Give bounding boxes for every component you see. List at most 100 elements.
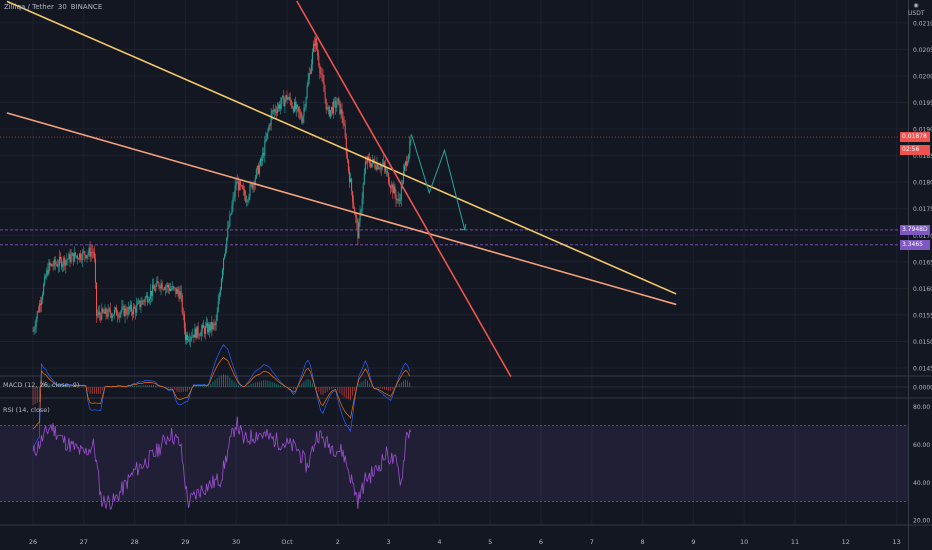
candle-body [399,199,401,201]
candle-body [104,308,106,314]
time-tick-label: 5 [488,538,492,546]
candle-body [93,252,95,259]
candle-body [359,212,361,222]
candle-body [73,252,75,262]
candle-body [248,196,250,201]
candle-body [297,104,299,108]
candle-body [127,307,129,315]
macd-histogram-bar [312,383,313,387]
time-tick-label: 9 [691,538,695,546]
macd-histogram-bar [62,386,64,387]
candle-body [230,213,232,215]
candle-body [145,295,147,298]
symbol-header[interactable]: Zilliqa / Tether 30 BINANCE [4,3,106,11]
candle-body [298,107,300,112]
candle-body [257,165,259,174]
candle-body [352,191,354,203]
macd-histogram-bar [227,375,229,387]
price-tick-label: 0.01700 [913,233,932,240]
macd-histogram-bar [214,379,216,387]
candle-body [202,325,204,328]
candle-body [75,255,77,257]
candle-body [247,200,249,202]
macd-histogram-bar [339,387,341,394]
candle-body [206,323,208,327]
macd-histogram-bar [407,380,409,387]
macd-histogram-bar [237,385,239,387]
price-panel [0,0,908,377]
candle-body [57,265,59,267]
candle-body [319,65,321,73]
candle-body [112,314,114,316]
candle-body [171,289,173,290]
macd-histogram-bar [388,387,389,391]
candle-body [54,259,56,265]
time-tick-label: 7 [590,538,594,546]
macd-histogram-bar [335,387,337,389]
candle-body [324,91,326,99]
macd-histogram-bar [208,386,210,387]
candle-body [49,262,51,266]
candle-body [174,287,176,289]
candle-body [309,73,311,74]
macd-histogram-bar [68,386,70,387]
candle-body [310,64,312,74]
macd-histogram-bar [79,386,80,387]
candle-body [154,288,156,291]
macd-panel [0,344,908,448]
time-tick-label: 3 [387,538,391,546]
macd-histogram-bar [345,387,347,399]
candle-body [271,110,273,114]
candle-body [221,269,223,279]
candle-body [165,286,167,288]
candle-body [343,123,345,126]
candle-body [290,101,292,107]
candle-body [105,308,107,315]
time-tick-label: 30 [232,538,240,546]
orange-trendline [6,112,677,306]
macd-histogram-bar [64,386,66,387]
candle-body [167,284,170,288]
macd-histogram-bar [377,387,379,388]
candle-body [238,181,240,191]
candle-body [209,324,211,331]
candle-body [140,304,142,308]
candle-body [233,196,235,198]
price-tick-label: 0.02050 [913,47,932,54]
candle-body [100,315,102,320]
candle-body [162,288,164,290]
macd-histogram-bar [151,385,152,387]
candle-body [92,252,94,253]
candle-body [268,125,270,131]
candles [32,35,412,348]
candle-body [353,202,355,209]
candle-body [278,104,280,109]
candle-body [116,307,118,316]
currency-selector[interactable]: ◉ USDT [908,2,925,20]
macd-histogram-bar [127,386,129,387]
macd-histogram-bar [53,385,55,387]
macd-histogram-bar [398,383,400,387]
macd-histogram-bar [191,387,193,388]
candle-body [370,163,372,167]
macd-histogram-bar [174,387,176,390]
candle-body [64,257,66,266]
candle-body [113,309,116,315]
candle-body [102,308,104,312]
candle-body [69,253,71,263]
price-tick-label: 0.01550 [913,312,932,319]
candle-body [213,323,215,325]
rsi-tick-label: 40.00 [913,480,930,487]
macd-histogram-bar [220,375,222,387]
candle-body [254,178,256,185]
candle-body [91,251,93,253]
rsi-line [32,416,412,510]
macd-histogram-bar [91,387,93,395]
macd-histogram-bar [299,385,301,387]
candle-body [260,158,262,166]
rsi-tick-label: 80.00 [913,404,930,411]
candle-body [60,256,62,260]
time-tick-label: 4 [437,538,441,546]
macd-histogram-bar [265,380,267,387]
